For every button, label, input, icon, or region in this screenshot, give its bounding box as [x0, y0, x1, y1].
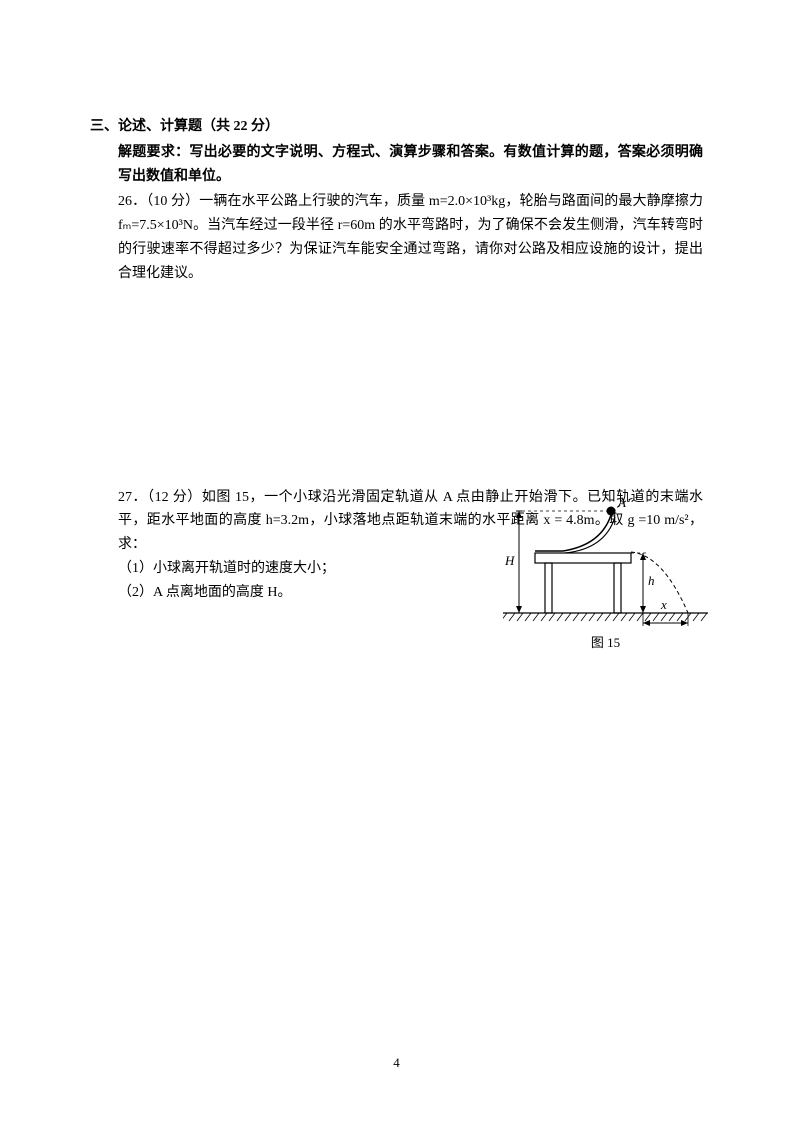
label-x: x	[660, 597, 667, 612]
section-title: 三、论述、计算题（共 22 分）	[90, 115, 703, 139]
label-A: A	[617, 495, 626, 510]
figure-15: A H h x 图 15	[503, 495, 708, 654]
problem-26: 26．（10 分）一辆在水平公路上行驶的汽车，质量 m=2.0×10³kg，轮胎…	[90, 190, 703, 285]
figure-caption: 图 15	[503, 632, 708, 654]
section-requirement: 解题要求：写出必要的文字说明、方程式、演算步骤和答案。有数值计算的题，答案必须明…	[90, 141, 703, 189]
physics-diagram: A H h x	[503, 495, 708, 630]
label-h: h	[648, 573, 655, 588]
label-H: H	[504, 553, 515, 568]
page-number: 4	[393, 1052, 400, 1074]
